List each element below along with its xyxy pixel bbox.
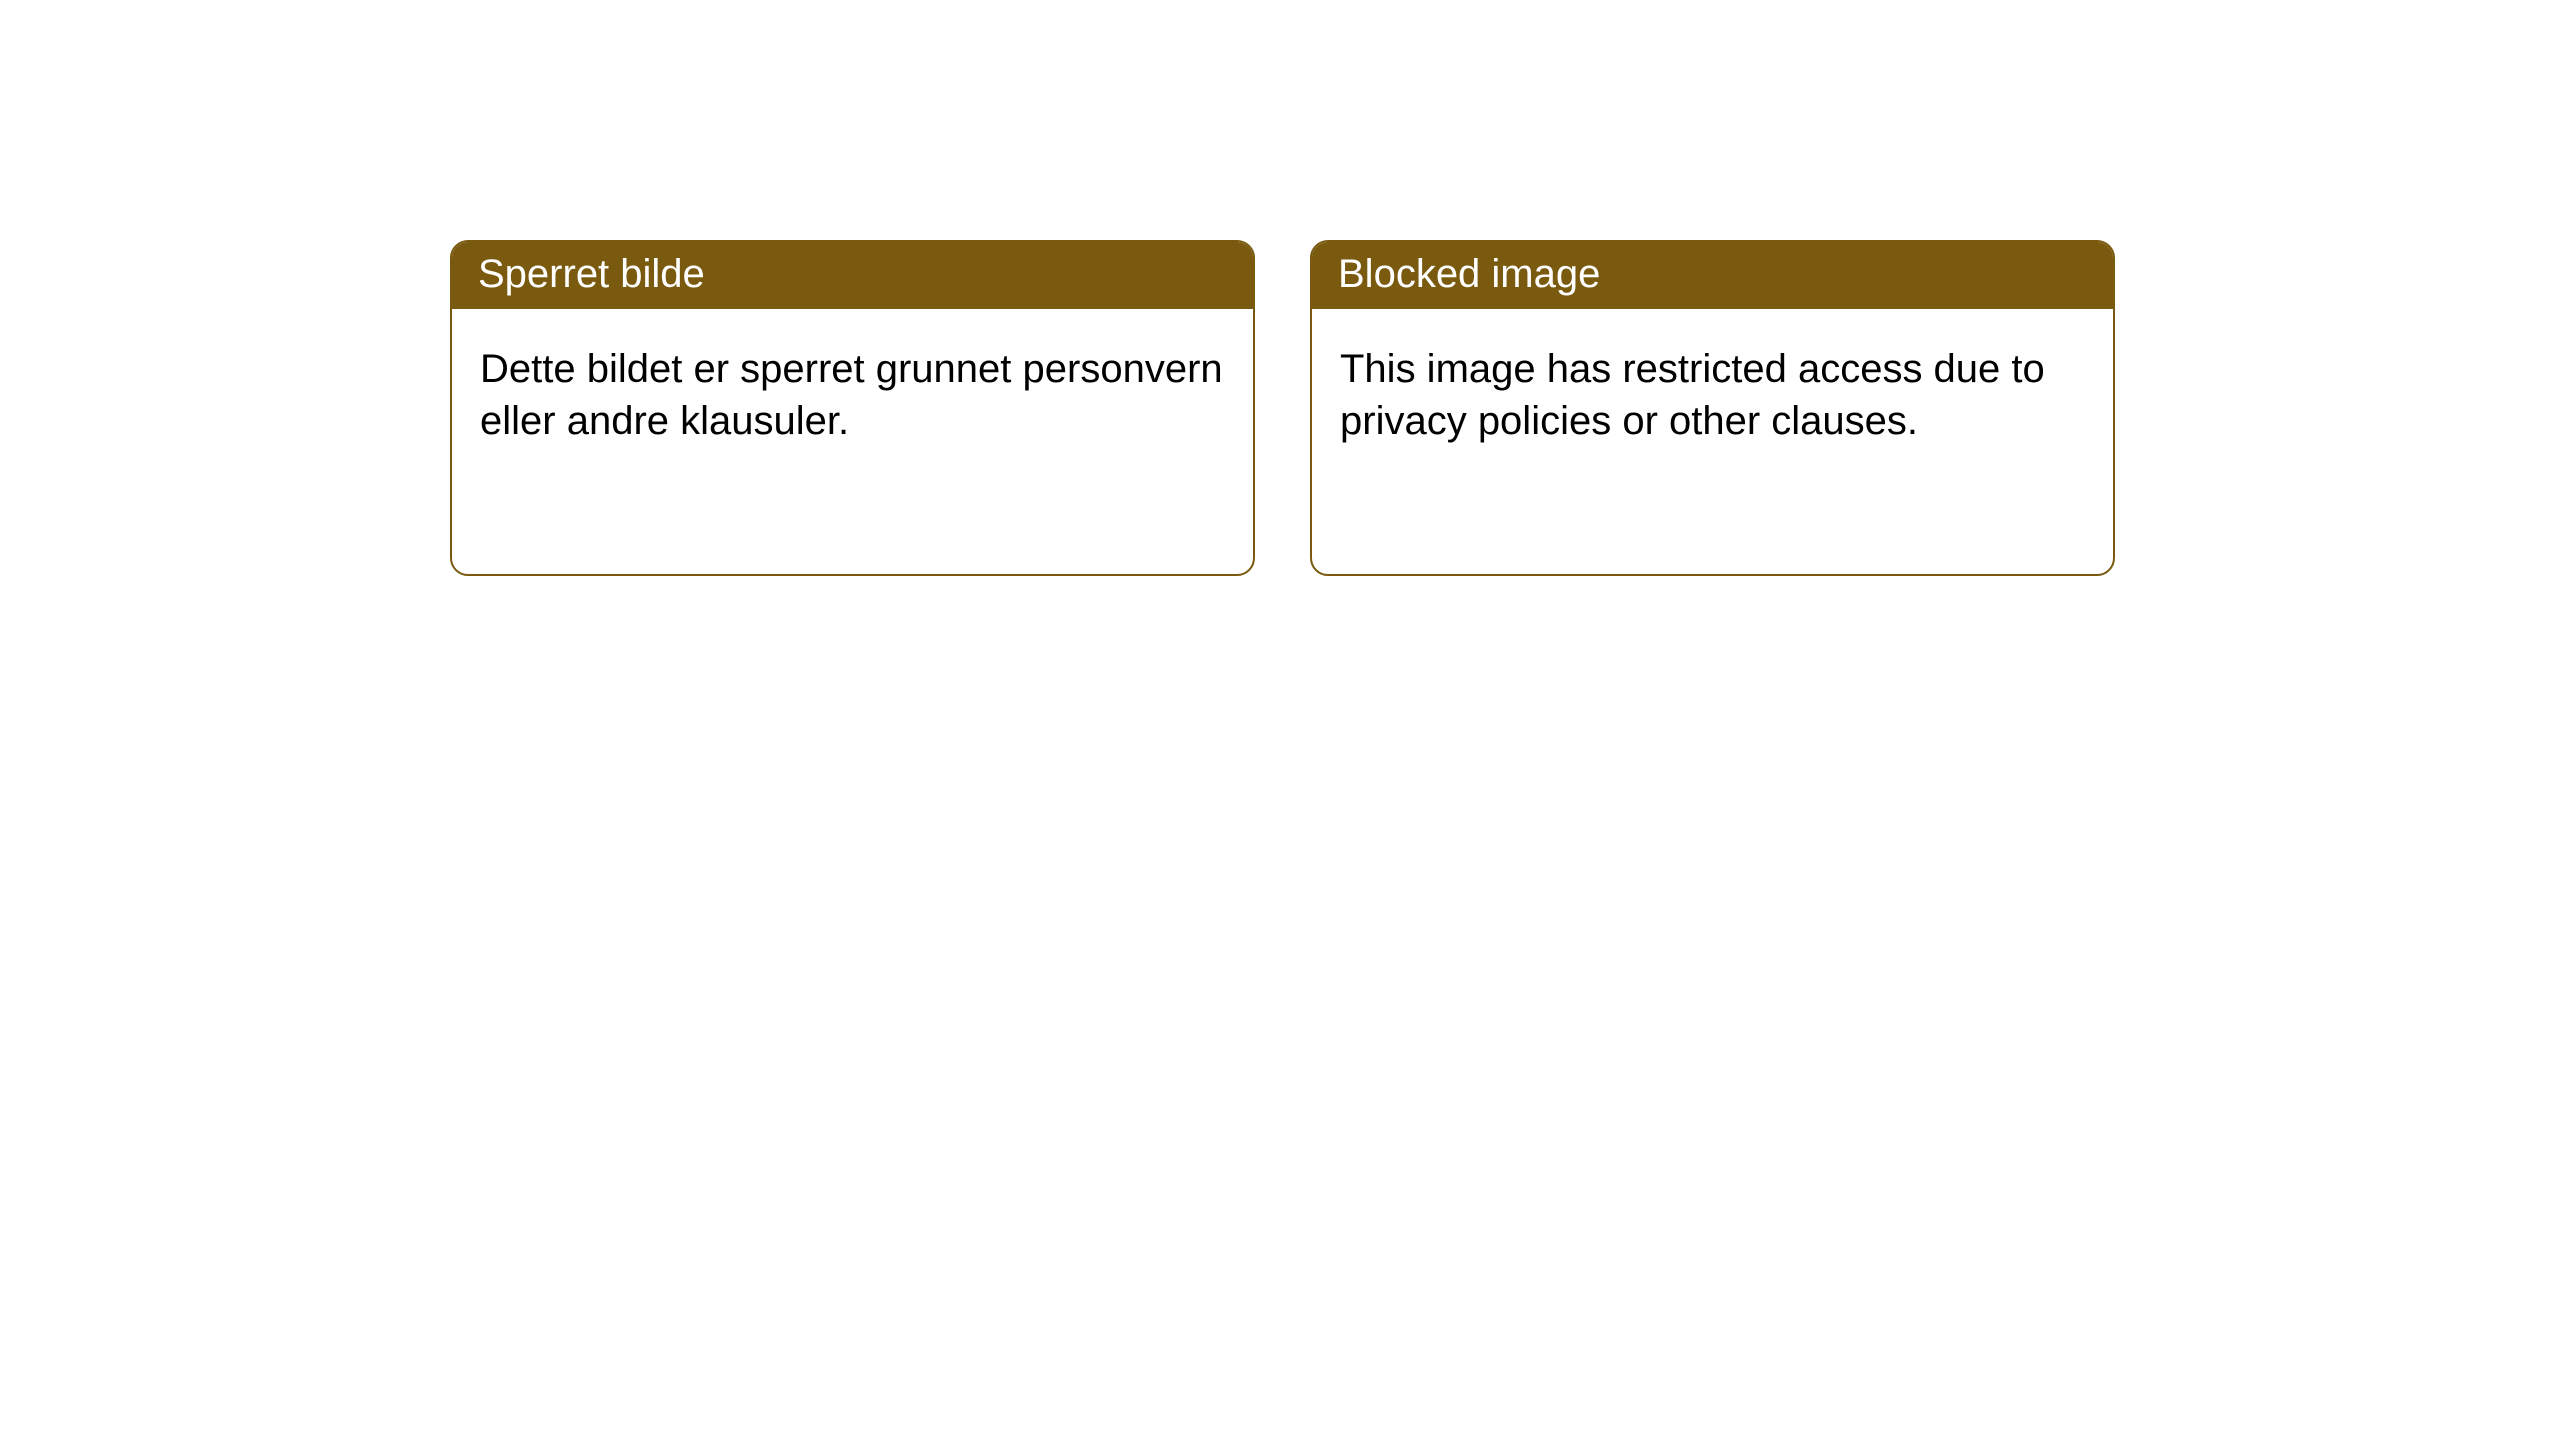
notice-body: Dette bildet er sperret grunnet personve… [452,309,1253,481]
notice-body: This image has restricted access due to … [1312,309,2113,481]
notice-header: Sperret bilde [452,242,1253,309]
notices-container: Sperret bilde Dette bildet er sperret gr… [0,0,2560,576]
notice-body-text: Dette bildet er sperret grunnet personve… [480,347,1223,443]
notice-title: Sperret bilde [478,252,705,296]
notice-header: Blocked image [1312,242,2113,309]
notice-box-english: Blocked image This image has restricted … [1310,240,2115,576]
notice-title: Blocked image [1338,252,1600,296]
notice-body-text: This image has restricted access due to … [1340,347,2045,443]
notice-box-norwegian: Sperret bilde Dette bildet er sperret gr… [450,240,1255,576]
